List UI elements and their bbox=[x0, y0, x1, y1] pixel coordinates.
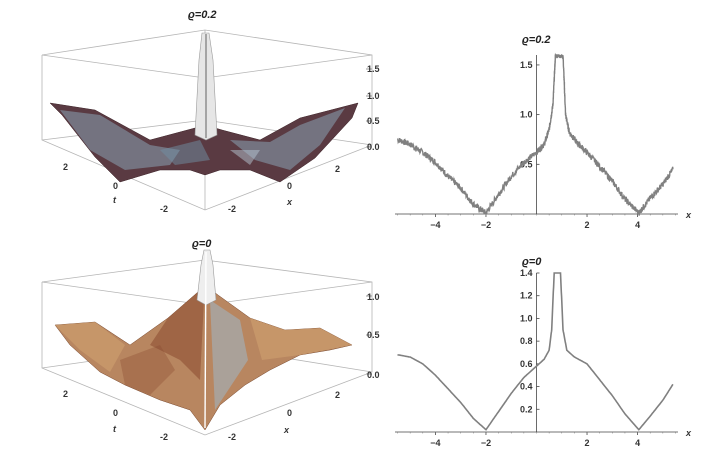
surface-bottom-ztick: 1.0 bbox=[367, 292, 380, 302]
surface-top-t-ticks: 2 0 -2 t bbox=[63, 162, 168, 214]
surface-bottom-t-ticks: 2 0 -2 t bbox=[63, 389, 168, 442]
surface-top-ztick: 1.5 bbox=[367, 64, 380, 74]
surface-bottom-ztick: 0.0 bbox=[367, 370, 380, 380]
surface-top-xlabel: x bbox=[286, 197, 293, 207]
x-tick-label: −2 bbox=[481, 220, 491, 230]
surface-bottom-xtick: 2 bbox=[335, 390, 340, 400]
surface-top-z-ticks: 0.0 0.5 1.0 1.5 bbox=[366, 64, 380, 152]
x-tick-label: 2 bbox=[585, 438, 590, 448]
x-tick-label: −4 bbox=[430, 220, 440, 230]
series-line bbox=[397, 52, 674, 216]
y-tick-label: 1.0 bbox=[520, 110, 533, 120]
x-tick-label: −2 bbox=[481, 438, 491, 448]
surface-top-xtick: 2 bbox=[335, 164, 340, 174]
surface-top-ttick: 2 bbox=[63, 162, 68, 172]
surface-bottom-fill bbox=[54, 284, 353, 431]
surface-bottom-tlabel: t bbox=[113, 424, 117, 434]
y-tick-label: 1.0 bbox=[520, 313, 533, 323]
surface-bottom-xlabel: x bbox=[283, 425, 290, 435]
surface-bottom-ttick: 0 bbox=[113, 408, 118, 418]
surface-top-ztick: 0.0 bbox=[367, 142, 380, 152]
surface-top-title: ϱ=0.2 bbox=[188, 9, 217, 21]
y-tick-label: 0.2 bbox=[520, 404, 533, 414]
line-top-title: ϱ=0.2 bbox=[522, 34, 551, 46]
surface-bottom-xtick: -2 bbox=[228, 432, 236, 442]
x-tick-label: 2 bbox=[585, 220, 590, 230]
y-tick-label: 0.4 bbox=[520, 382, 533, 392]
surface-top-xtick: -2 bbox=[228, 204, 236, 214]
y-tick-label: 0.6 bbox=[520, 359, 533, 369]
surface-top-ztick: 0.5 bbox=[367, 116, 380, 126]
x-tick-label: 4 bbox=[635, 220, 640, 230]
x-axis-label: x bbox=[685, 210, 692, 220]
y-tick-label: 0.5 bbox=[520, 159, 533, 169]
surface-top-ztick: 1.0 bbox=[367, 91, 380, 101]
surface-bottom-xtick: 0 bbox=[287, 408, 292, 418]
surface-panel-top: ϱ=0.2 0.0 0.5 1.0 1.5 2 0 -2 t -2 0 2 x bbox=[41, 9, 380, 214]
surface-top-tlabel: t bbox=[113, 195, 117, 205]
surface-top-x-ticks: -2 0 2 x bbox=[228, 164, 340, 214]
surface-bottom-ztick: 0.5 bbox=[367, 330, 380, 340]
surface-bottom-title: ϱ=0 bbox=[192, 238, 212, 250]
surface-top-xtick: 0 bbox=[287, 181, 292, 191]
line-bottom-title: ϱ=0 bbox=[522, 256, 542, 268]
surface-top-ttick: -2 bbox=[160, 204, 168, 214]
surface-bottom-z-ticks: 0.0 0.5 1.0 bbox=[366, 292, 380, 380]
y-tick-label: 1.4 bbox=[520, 268, 533, 278]
line-chart-top: ϱ=0.2 −4 −2 2 4 x 0.5 1.0 1.5 bbox=[395, 34, 692, 230]
surface-top-ttick: 0 bbox=[113, 181, 118, 191]
series-line bbox=[397, 272, 674, 431]
x-tick-label: −4 bbox=[430, 438, 440, 448]
surface-box-top bbox=[41, 29, 373, 211]
surface-bottom-ttick: -2 bbox=[160, 432, 168, 442]
surface-bottom-x-ticks: -2 0 2 x bbox=[228, 390, 340, 442]
y-tick-label: 0.8 bbox=[520, 336, 533, 346]
y-tick-label: 1.5 bbox=[520, 60, 533, 70]
x-axis-label: x bbox=[685, 428, 692, 438]
line-chart-bottom: ϱ=0 −4 −2 2 4 x 0.2 0.4 0.6 0.8 1.0 1.2 1.4 bbox=[395, 256, 692, 448]
x-tick-label: 4 bbox=[635, 438, 640, 448]
surface-bottom-ttick: 2 bbox=[63, 389, 68, 399]
surface-panel-bottom: ϱ=0 0.0 0.5 1.0 2 0 -2 t -2 0 2 x bbox=[41, 238, 380, 442]
y-tick-label: 1.2 bbox=[520, 291, 533, 301]
